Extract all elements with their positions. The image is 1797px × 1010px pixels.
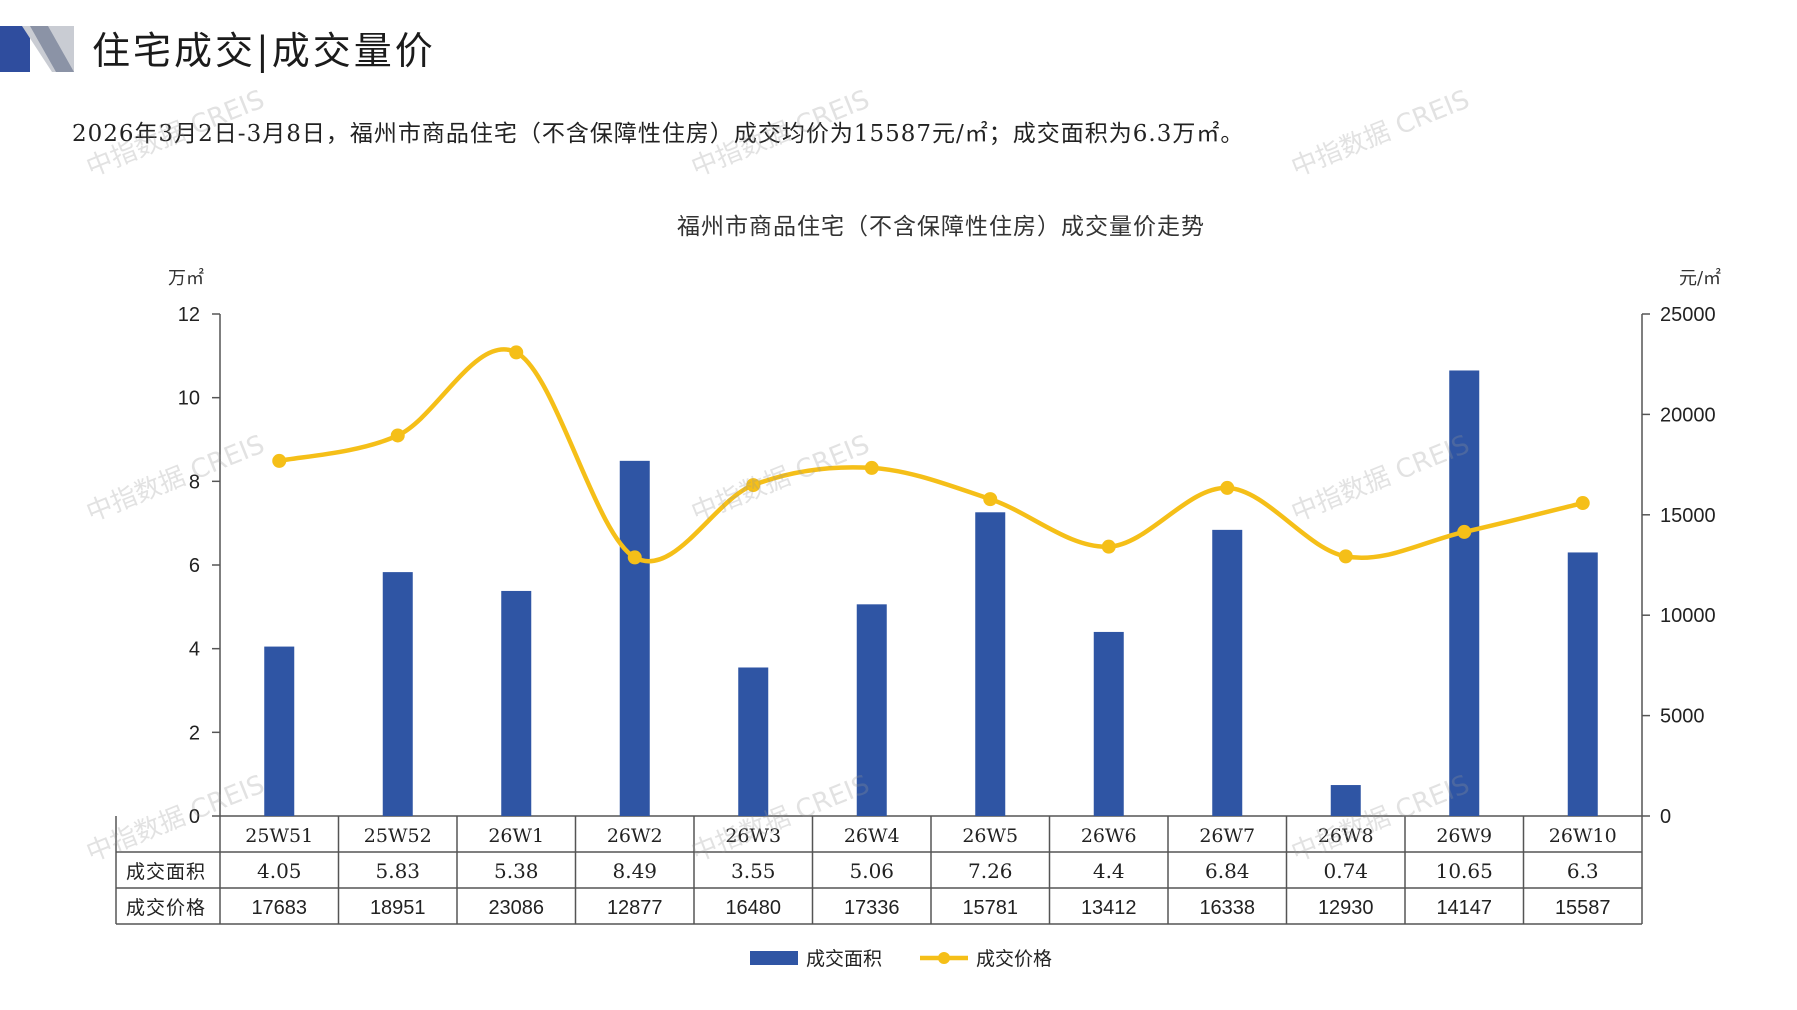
data-label: 8.49: [612, 859, 657, 883]
bar-26W8: [1330, 785, 1361, 816]
data-label: 10.65: [1436, 859, 1493, 883]
category-label: 26W6: [1081, 825, 1137, 847]
data-label: 4.05: [257, 859, 302, 883]
bar-26W2: [619, 460, 650, 816]
legend-label: 成交面积: [806, 948, 882, 970]
bar-26W3: [738, 667, 769, 816]
bar-26W7: [1212, 529, 1243, 816]
data-label: 23086: [488, 897, 544, 919]
left-axis-unit: 万㎡: [168, 267, 204, 289]
left-tick-label: 4: [189, 639, 200, 661]
price-point-26W9: [1457, 524, 1472, 539]
left-tick-label: 6: [189, 555, 200, 577]
bar-26W4: [856, 604, 887, 816]
price-point-26W6: [1101, 539, 1116, 554]
bar-25W51: [264, 646, 295, 816]
bar-26W1: [501, 590, 532, 816]
data-label: 18951: [370, 897, 426, 919]
data-label: 12930: [1318, 897, 1374, 919]
price-point-26W2: [627, 550, 642, 565]
price-point-25W51: [272, 453, 287, 468]
category-label: 26W4: [844, 825, 900, 847]
bar-26W9: [1449, 370, 1480, 816]
data-label: 12877: [607, 897, 663, 919]
page-title: 住宅成交|成交量价: [92, 29, 436, 73]
bar-25W52: [382, 572, 413, 816]
category-label: 26W10: [1549, 825, 1617, 847]
price-point-26W4: [864, 460, 879, 475]
category-label: 26W8: [1318, 825, 1374, 847]
price-point-26W5: [983, 492, 998, 507]
data-label: 14147: [1436, 897, 1492, 919]
left-tick-label: 10: [178, 388, 200, 410]
data-label: 15781: [962, 897, 1018, 919]
data-label: 5.83: [375, 859, 420, 883]
price-point-26W1: [509, 345, 524, 360]
data-label: 4.4: [1093, 859, 1125, 883]
category-label: 26W3: [725, 825, 781, 847]
price-point-26W8: [1338, 549, 1353, 564]
bar-26W6: [1093, 631, 1124, 816]
category-label: 26W5: [962, 825, 1018, 847]
data-label: 7.26: [968, 859, 1013, 883]
left-tick-label: 12: [178, 304, 200, 326]
table-series-name: 成交面积: [126, 861, 206, 883]
category-label: 26W9: [1436, 825, 1492, 847]
table-series-name: 成交价格: [126, 897, 206, 919]
data-label: 3.55: [731, 859, 776, 883]
category-label: 26W1: [488, 825, 544, 847]
data-label: 6.3: [1567, 859, 1599, 883]
right-tick-label: 25000: [1660, 304, 1716, 326]
right-axis-unit: 元/㎡: [1679, 267, 1721, 289]
data-label: 0.74: [1323, 859, 1368, 883]
left-tick-label: 0: [189, 806, 200, 828]
legend-swatch-bar: [750, 951, 798, 965]
data-label: 6.84: [1205, 859, 1250, 883]
price-point-26W10: [1575, 496, 1590, 511]
data-label: 17683: [251, 897, 307, 919]
bar-26W10: [1567, 552, 1598, 816]
chart-title: 福州市商品住宅（不含保障性住房）成交量价走势: [677, 214, 1205, 240]
price-point-26W7: [1220, 480, 1235, 495]
header-logo-icon: [0, 26, 74, 72]
data-label: 5.38: [494, 859, 539, 883]
right-tick-label: 0: [1660, 806, 1671, 828]
left-tick-label: 8: [189, 471, 200, 493]
price-point-26W3: [746, 478, 761, 493]
right-tick-label: 15000: [1660, 505, 1716, 527]
right-tick-label: 10000: [1660, 605, 1716, 627]
right-tick-label: 20000: [1660, 404, 1716, 426]
data-label: 5.06: [849, 859, 894, 883]
right-tick-label: 5000: [1660, 706, 1705, 728]
category-label: 25W51: [245, 825, 313, 847]
category-label: 26W7: [1199, 825, 1255, 847]
category-label: 26W2: [607, 825, 663, 847]
category-label: 25W52: [364, 825, 432, 847]
bar-26W5: [975, 512, 1006, 816]
left-tick-label: 2: [189, 722, 200, 744]
price-point-25W52: [390, 428, 405, 443]
price-line: [278, 347, 1584, 564]
legend-label: 成交价格: [976, 948, 1052, 970]
data-label: 15587: [1555, 897, 1611, 919]
legend-swatch-marker: [938, 952, 950, 964]
data-label: 16338: [1199, 897, 1255, 919]
summary-text: 2026年3月2日-3月8日，福州市商品住宅（不含保障性住房）成交均价为1558…: [72, 121, 1245, 147]
data-label: 17336: [844, 897, 900, 919]
data-label: 16480: [725, 897, 781, 919]
data-label: 13412: [1081, 897, 1137, 919]
